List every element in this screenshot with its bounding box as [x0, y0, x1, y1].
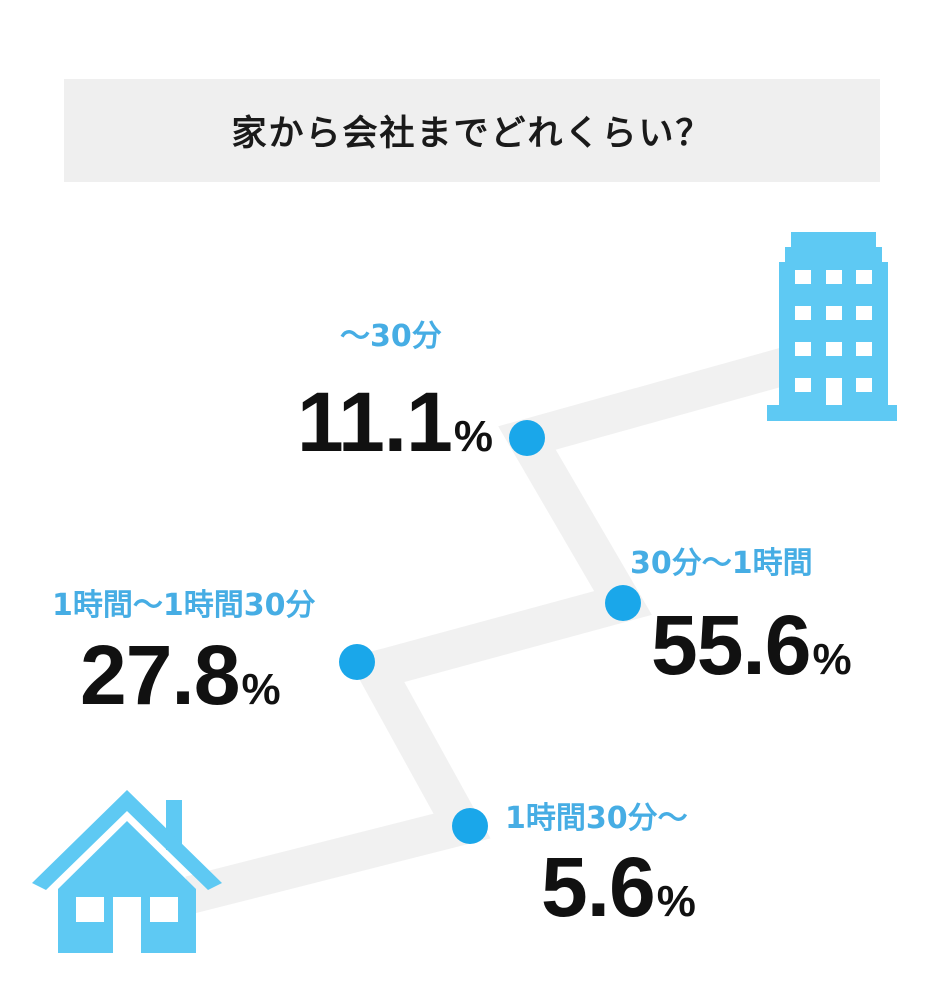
route-marker-0	[509, 420, 545, 456]
value-number-1: 55.6	[651, 598, 811, 692]
category-label-3: 1時間30分～	[505, 801, 688, 836]
percent-sign-3: %	[656, 877, 696, 926]
percent-sign-0: %	[453, 412, 493, 461]
category-label-1: 30分～1時間	[630, 546, 813, 581]
category-label-0: ～30分	[340, 319, 442, 354]
route-path	[185, 343, 806, 914]
percent-sign-1: %	[812, 635, 852, 684]
title-banner: 家から会社までどれくらい？	[64, 79, 880, 182]
value-number-2: 27.8	[80, 628, 240, 722]
house-icon	[32, 790, 222, 953]
percent-sign-2: %	[241, 665, 281, 714]
route-marker-1	[605, 585, 641, 621]
route-marker-3	[452, 808, 488, 844]
value-label-1: 55.6%	[651, 603, 852, 687]
route-marker-2	[339, 644, 375, 680]
value-number-0: 11.1	[297, 375, 453, 469]
value-label-3: 5.6%	[541, 845, 696, 929]
value-label-2: 27.8%	[80, 633, 281, 717]
value-label-0: 11.1%	[297, 380, 493, 464]
chart-title: 家から会社までどれくらい？	[231, 114, 713, 154]
value-number-3: 5.6	[541, 840, 656, 934]
office-building-icon	[767, 232, 897, 421]
category-label-2: 1時間～1時間30分	[52, 588, 316, 623]
marker-layer	[339, 420, 641, 844]
